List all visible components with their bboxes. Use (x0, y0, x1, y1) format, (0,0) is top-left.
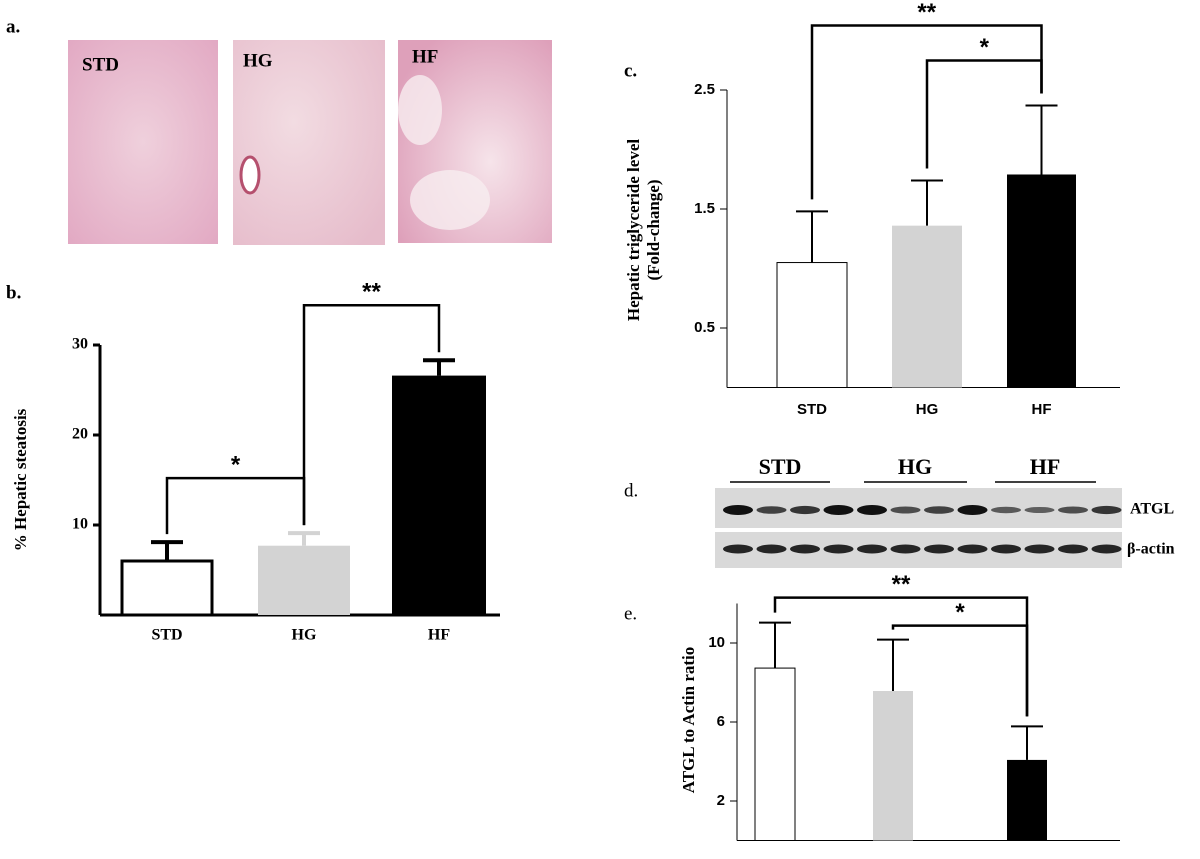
blot-band (1058, 506, 1088, 514)
significance-bracket (925, 59, 1043, 169)
blot-group: HG (898, 454, 932, 479)
significance-label: * (955, 599, 965, 626)
y-tick-label: 2.5 (694, 81, 715, 98)
histology-image (233, 40, 385, 245)
y-tick-label: 20 (72, 426, 88, 443)
bar (754, 667, 796, 842)
blot-band (924, 506, 954, 514)
blot-band (924, 544, 954, 554)
panel-label: c. (624, 60, 637, 81)
y-axis-label: ATGL to Actin ratio (679, 647, 698, 794)
significance-label: ** (892, 571, 911, 598)
lipid-area (410, 170, 490, 230)
panel-label: a. (6, 16, 20, 37)
blot-band (723, 544, 753, 554)
histology-image (68, 40, 218, 244)
vessel (239, 155, 261, 195)
bar (120, 559, 214, 617)
error-bar (911, 179, 943, 226)
y-tick-label: 10 (708, 634, 725, 651)
error-bar (877, 638, 909, 691)
bar (392, 375, 486, 615)
histology-images (68, 40, 552, 245)
y-tick-label: 10 (72, 516, 88, 533)
blot-band (1091, 505, 1122, 515)
error-bar (759, 621, 791, 669)
blot-band (890, 544, 921, 554)
image-label: HG (243, 50, 273, 71)
blot-band (723, 505, 753, 515)
error-bar (1025, 104, 1058, 175)
panel-label: b. (6, 282, 21, 303)
y-tick-label: 1.5 (694, 200, 715, 217)
blot-band (857, 544, 887, 554)
blot-band (957, 544, 988, 554)
error-bar (796, 210, 828, 263)
x-tick-label: HF (428, 627, 450, 644)
x-tick-label: HF (1032, 401, 1052, 418)
bar (258, 545, 350, 615)
blot-band (1058, 544, 1088, 554)
blot-band (790, 544, 820, 554)
blot-band (991, 544, 1021, 554)
significance-bracket (165, 476, 306, 535)
blot-band (790, 505, 820, 515)
significance-label: * (980, 34, 990, 61)
blot-band (857, 505, 887, 515)
significance-label: * (231, 451, 241, 478)
bar (1007, 759, 1047, 841)
blot-band (1024, 544, 1055, 554)
blot-band (823, 505, 854, 515)
x-tick-label: HG (292, 627, 317, 644)
error-bar (1011, 725, 1043, 760)
blot-band (1091, 544, 1122, 554)
lipid-area (398, 75, 442, 145)
bar (776, 262, 848, 388)
blot-band (756, 506, 787, 514)
significance-bracket (302, 304, 441, 526)
y-tick-label: 30 (72, 336, 88, 353)
significance-label: ** (917, 0, 936, 26)
significance-bracket (773, 596, 1029, 717)
x-tick-label: HG (916, 401, 939, 418)
error-bar (151, 540, 183, 561)
y-tick-label: 2 (717, 792, 725, 809)
y-tick-label: 6 (717, 713, 725, 730)
blot-band (1024, 506, 1055, 514)
x-tick-label: STD (797, 401, 827, 418)
blot-group: HF (1030, 454, 1061, 479)
bar (873, 690, 913, 841)
panel-label: e. (624, 603, 637, 624)
significance-label: ** (362, 279, 381, 306)
blot-band (823, 544, 854, 554)
error-bar (288, 531, 320, 546)
panel-label: d. (624, 480, 638, 501)
x-tick-label: STD (151, 627, 182, 644)
blot-group: STD (759, 454, 802, 479)
image-label: STD (82, 54, 119, 75)
bar (892, 225, 962, 388)
bar (1007, 174, 1076, 388)
blot-band (991, 506, 1021, 514)
blot-band (756, 544, 787, 554)
error-bar (423, 358, 455, 376)
blot-band-label: β-actin (1127, 541, 1175, 558)
significance-bracket (891, 624, 1029, 717)
y-tick-label: 0.5 (694, 319, 715, 336)
blot-band-label: ATGL (1130, 501, 1174, 518)
y-axis-label: % Hepatic steatosis (11, 408, 30, 551)
y-axis-label: (Fold-change) (644, 179, 663, 280)
blot-band (957, 505, 988, 515)
blot-band (890, 506, 921, 514)
image-label: HF (412, 46, 438, 67)
y-axis-label: Hepatic triglyceride level (624, 139, 643, 321)
significance-bracket (810, 24, 1043, 200)
western-blot (715, 481, 1122, 568)
